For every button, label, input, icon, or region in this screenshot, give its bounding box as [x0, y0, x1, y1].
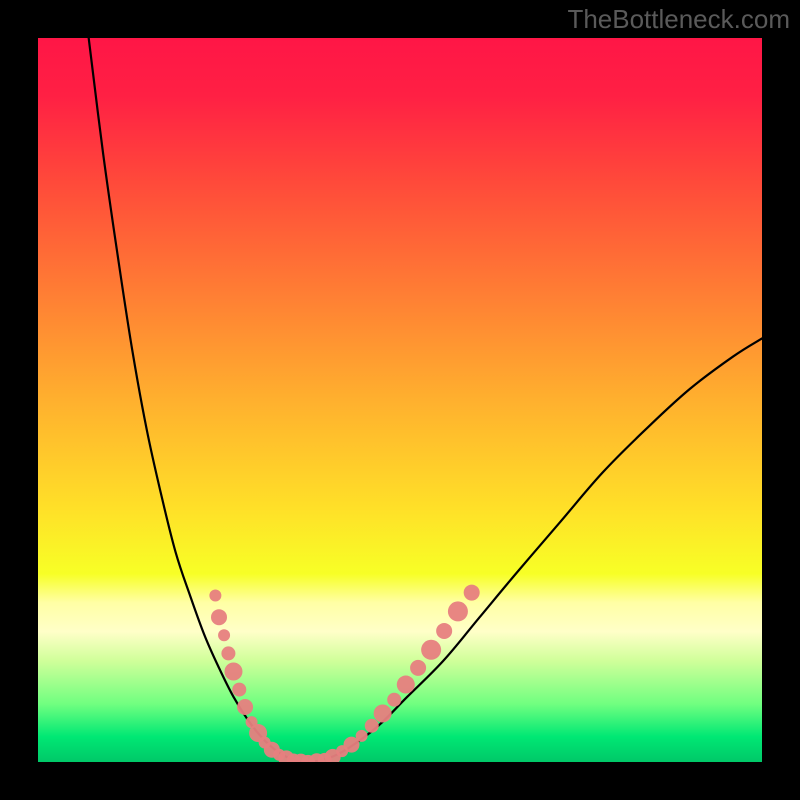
data-marker: [221, 646, 235, 660]
chart-stage: TheBottleneck.com: [0, 0, 800, 800]
data-marker: [374, 704, 392, 722]
data-marker: [464, 585, 480, 601]
data-marker: [209, 589, 221, 601]
data-marker: [232, 683, 246, 697]
data-marker: [237, 699, 253, 715]
data-marker: [211, 609, 227, 625]
data-marker: [356, 730, 368, 742]
data-marker: [387, 693, 401, 707]
data-marker: [436, 623, 452, 639]
data-marker: [218, 629, 230, 641]
data-marker: [224, 663, 242, 681]
chart-svg: [0, 0, 800, 800]
data-marker: [448, 601, 468, 621]
plot-background: [38, 38, 762, 762]
data-marker: [397, 676, 415, 694]
data-marker: [421, 640, 441, 660]
data-marker: [410, 660, 426, 676]
data-marker: [365, 719, 379, 733]
